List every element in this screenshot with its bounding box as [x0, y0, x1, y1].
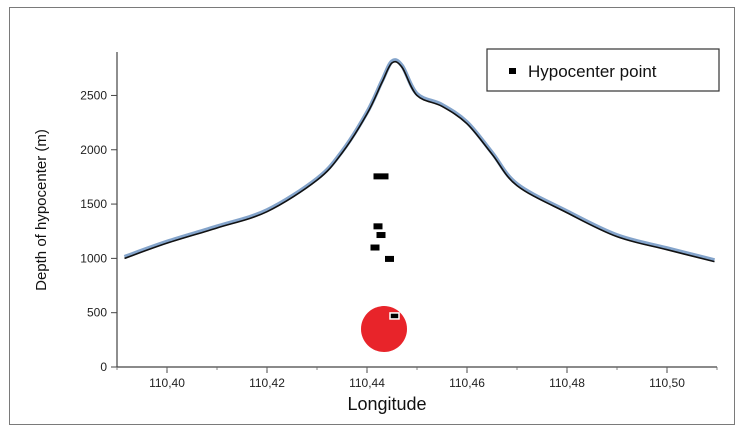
- hypocenter-point: [373, 223, 383, 230]
- x-tick-label: 110,48: [549, 376, 585, 390]
- hypocenter-point: [389, 312, 400, 320]
- x-tick-label: 110,50: [649, 376, 685, 390]
- legend-box: [486, 48, 720, 92]
- highlight-circle: [361, 305, 407, 352]
- x-tick-label: 110,40: [149, 376, 185, 390]
- y-axis-title: Depth of hypocenter (m): [33, 129, 50, 291]
- x-ticks: 110,40 110,42 110,44 110,46 110,48 110,50: [116, 367, 718, 390]
- highlight-group: [361, 305, 407, 352]
- legend-marker: [509, 68, 516, 74]
- x-tick-label: 110,44: [349, 376, 385, 390]
- axes: [116, 52, 717, 368]
- x-tick-label: 110,42: [249, 376, 285, 390]
- surface-profile: [123, 58, 715, 263]
- x-tick-label: 110,46: [449, 376, 485, 390]
- y-tick-label: 0: [100, 360, 107, 374]
- hypocenter-point: [385, 255, 394, 262]
- surface-profile-line: [124, 60, 715, 263]
- x-axis-title: Longitude: [347, 394, 426, 414]
- hypocenter-points: [370, 173, 400, 320]
- y-tick-label: 2500: [80, 88, 107, 102]
- legend-label: Hypocenter point: [528, 62, 657, 81]
- y-tick-label: 1000: [80, 251, 107, 265]
- y-tick-label: 2000: [80, 143, 107, 157]
- hypocenter-point: [376, 232, 386, 239]
- hypocenter-point: [373, 173, 389, 180]
- y-tick-label: 500: [87, 306, 107, 320]
- surface-profile-shadow: [123, 58, 715, 263]
- legend: Hypocenter point: [486, 48, 720, 92]
- y-ticks: 0 500 1000 1500 2000 2500: [80, 88, 117, 374]
- y-tick-label: 1500: [80, 197, 107, 211]
- hypocenter-point: [370, 244, 380, 251]
